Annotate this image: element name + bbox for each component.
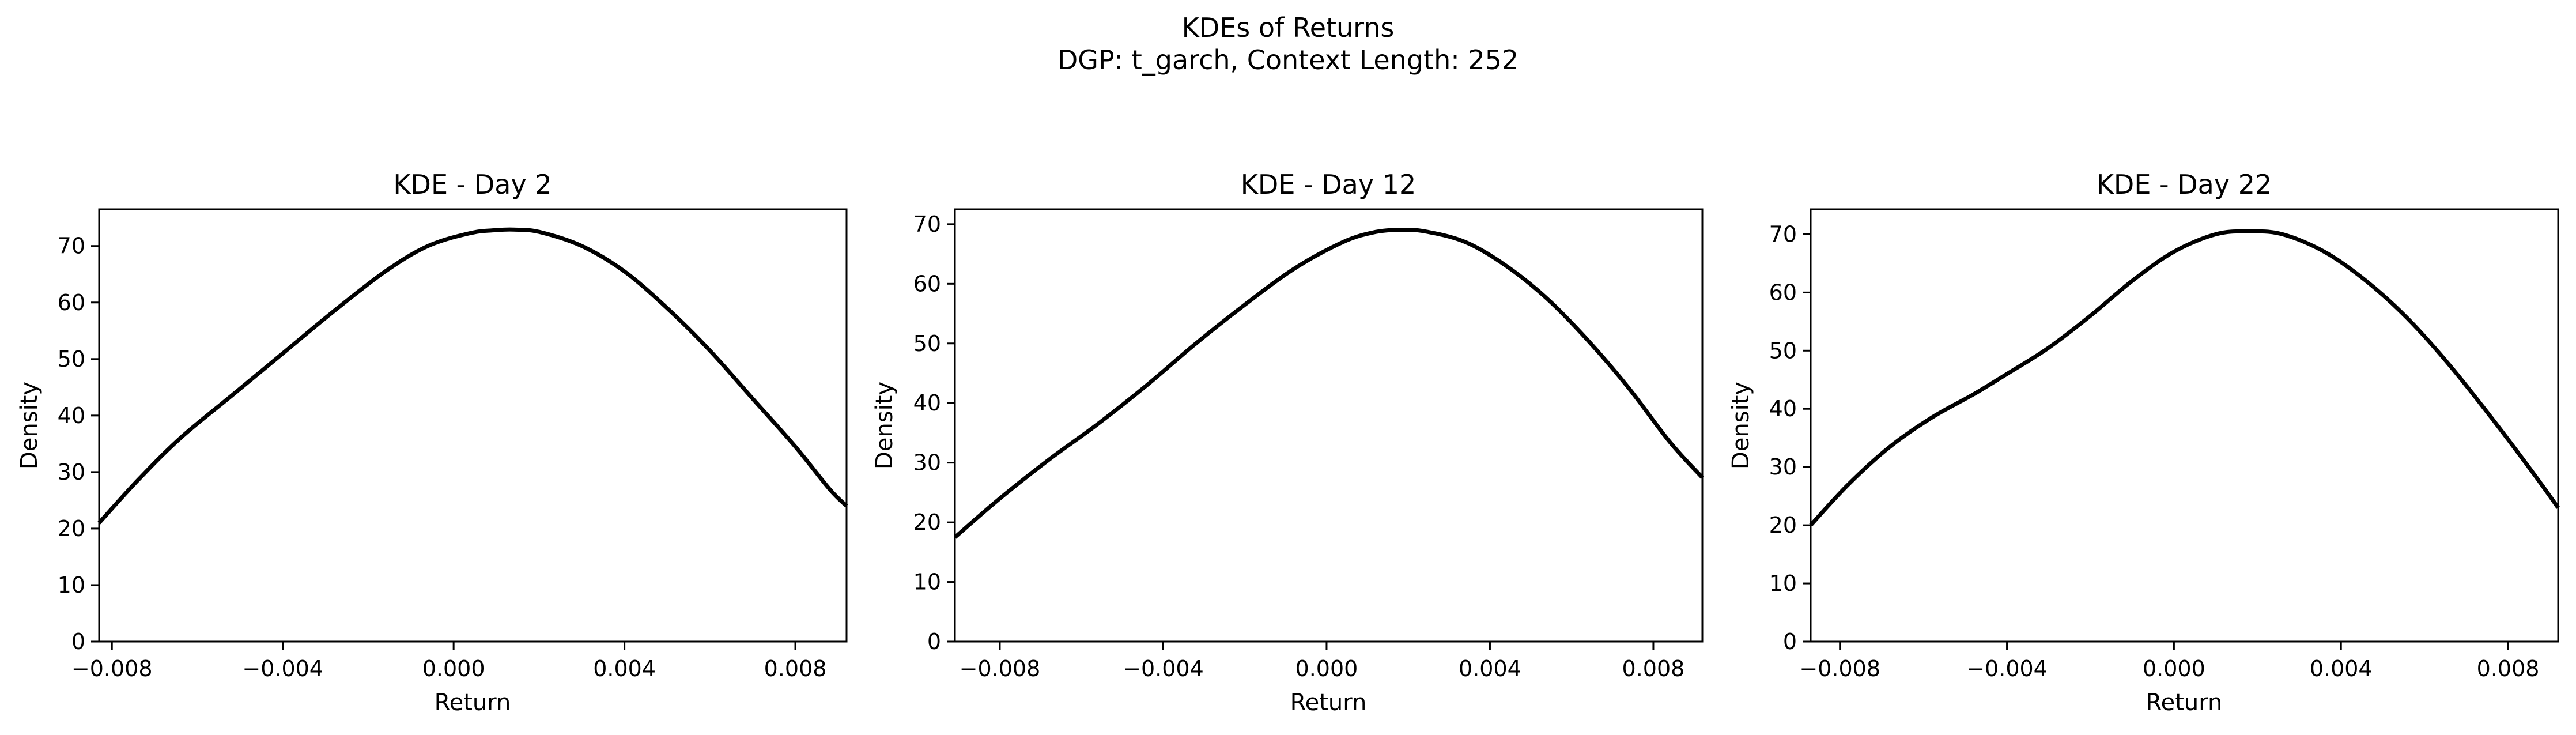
x-tick-label: 0.000 — [422, 656, 485, 681]
x-tick-label: 0.008 — [1622, 656, 1685, 681]
y-tick-label: 40 — [1769, 396, 1797, 421]
x-ticks: −0.008 −0.004 0.000 0.004 0.008 — [1799, 642, 2539, 681]
kde-curve — [97, 227, 848, 525]
y-tick-label: 50 — [1769, 338, 1797, 363]
y-axis-label: Density — [1728, 382, 1754, 469]
x-axis-label: Return — [435, 689, 511, 716]
y-tick-label: 20 — [58, 516, 85, 541]
y-tick-label: 0 — [71, 629, 85, 654]
x-tick-label: −0.004 — [1966, 656, 2048, 681]
y-tick-label: 0 — [1783, 629, 1797, 654]
x-tick-label: 0.004 — [2310, 656, 2373, 681]
y-tick-label: 50 — [58, 346, 85, 372]
y-tick-label: 10 — [58, 572, 85, 598]
plot-frame — [1810, 208, 2559, 643]
x-ticks: −0.008 −0.004 0.000 0.004 0.008 — [71, 642, 827, 681]
y-ticks: 0 10 20 30 40 50 60 70 — [1769, 221, 1811, 654]
x-ticks: −0.008 −0.004 0.000 0.004 0.008 — [960, 642, 1685, 681]
y-tick-label: 40 — [913, 390, 941, 416]
x-tick-label: 0.004 — [1459, 656, 1521, 681]
x-tick-label: 0.000 — [2143, 656, 2205, 681]
plot-frame — [954, 208, 1704, 643]
figure-title-line1: KDEs of Returns — [1182, 12, 1395, 43]
y-tick-label: 70 — [58, 233, 85, 259]
y-tick-label: 20 — [913, 510, 941, 535]
x-tick-label: 0.000 — [1295, 656, 1358, 681]
y-axis-label: Density — [16, 382, 43, 469]
panel-title: KDE - Day 22 — [2097, 169, 2272, 200]
y-tick-label: 60 — [58, 290, 85, 315]
x-axis-label: Return — [1290, 689, 1367, 716]
y-tick-label: 70 — [1769, 221, 1797, 247]
y-tick-label: 60 — [913, 271, 941, 296]
x-tick-label: −0.008 — [1799, 656, 1880, 681]
y-tick-label: 50 — [913, 331, 941, 356]
kde-curve — [953, 228, 1704, 539]
y-tick-label: 10 — [913, 570, 941, 595]
y-ticks: 0 10 20 30 40 50 60 70 — [58, 233, 99, 654]
y-tick-label: 30 — [1769, 454, 1797, 480]
y-tick-label: 40 — [58, 403, 85, 428]
y-tick-label: 70 — [913, 212, 941, 237]
panel-title: KDE - Day 12 — [1241, 169, 1416, 200]
y-tick-label: 60 — [1769, 280, 1797, 305]
plot-frame — [98, 208, 848, 643]
panel-day-12: KDE - Day 12 −0.008 −0.004 0.000 0.004 0.008… — [871, 169, 1704, 716]
panel-day-22: KDE - Day 22 −0.008 −0.004 0.000 0.004 0.008… — [1728, 169, 2560, 716]
y-tick-label: 30 — [58, 459, 85, 485]
y-tick-label: 10 — [1769, 571, 1797, 596]
panel-title: KDE - Day 2 — [393, 169, 552, 200]
x-tick-label: 0.008 — [2477, 656, 2540, 681]
y-tick-label: 30 — [913, 450, 941, 476]
x-tick-label: −0.008 — [71, 656, 153, 681]
x-tick-label: −0.008 — [960, 656, 1041, 681]
x-tick-label: −0.004 — [242, 656, 323, 681]
kde-curve — [1809, 229, 2560, 527]
y-axis-label: Density — [871, 382, 898, 469]
y-tick-label: 20 — [1769, 512, 1797, 538]
x-tick-label: 0.004 — [593, 656, 656, 681]
y-ticks: 0 10 20 30 40 50 60 70 — [913, 212, 955, 654]
panel-day-2: KDE - Day 2 −0.008 −0.004 0.000 0.004 0.008 … — [16, 169, 848, 716]
y-tick-label: 0 — [927, 629, 941, 654]
x-tick-label: 0.008 — [764, 656, 827, 681]
x-tick-label: −0.004 — [1123, 656, 1204, 681]
figure-title-line2: DGP: t_garch, Context Length: 252 — [1057, 44, 1519, 76]
x-axis-label: Return — [2146, 689, 2223, 716]
